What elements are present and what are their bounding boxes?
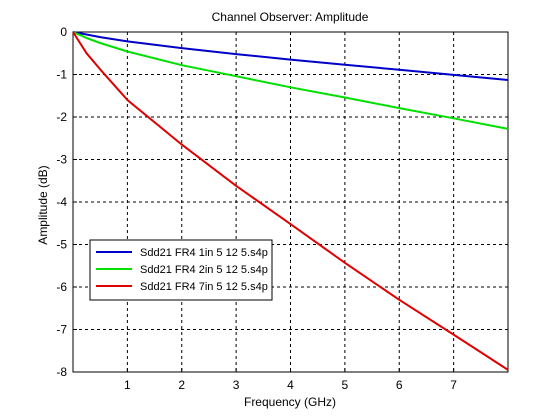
series-line <box>72 31 509 130</box>
y-tick-label: -8 <box>56 365 67 379</box>
legend-label: Sdd21 FR4 7in 5 12 5.s4p <box>140 281 268 293</box>
x-tick-label: 5 <box>342 378 349 392</box>
x-tick-label: 1 <box>124 378 131 392</box>
x-tick-label: 2 <box>178 378 185 392</box>
x-tick-label: 6 <box>396 378 403 392</box>
series-line <box>72 31 509 371</box>
y-axis-label: Amplitude (dB) <box>36 165 50 244</box>
x-tick-label: 7 <box>450 378 457 392</box>
y-tick-label: -3 <box>56 153 67 167</box>
grid-lines <box>73 32 508 372</box>
legend: Sdd21 FR4 1in 5 12 5.s4p Sdd21 FR4 2in 5 … <box>89 239 273 301</box>
x-tick-label: 3 <box>233 378 240 392</box>
axis-ticks: 1 2 3 4 5 6 7 0 -1 -2 -3 -4 -5 -6 -7 -8 <box>56 25 457 392</box>
series-lines <box>72 31 509 371</box>
y-tick-label: -4 <box>56 195 67 209</box>
y-tick-label: -6 <box>56 280 67 294</box>
y-tick-label: 0 <box>60 25 67 39</box>
series-line <box>72 31 509 81</box>
x-axis-label: Frequency (GHz) <box>244 395 336 409</box>
legend-label: Sdd21 FR4 1in 5 12 5.s4p <box>140 247 268 259</box>
y-tick-label: -1 <box>56 68 67 82</box>
y-tick-label: -5 <box>56 238 67 252</box>
legend-label: Sdd21 FR4 2in 5 12 5.s4p <box>140 264 268 276</box>
x-tick-label: 4 <box>287 378 294 392</box>
chart-title: Channel Observer: Amplitude <box>212 10 369 24</box>
y-tick-label: -2 <box>56 110 67 124</box>
y-tick-label: -7 <box>56 323 67 337</box>
